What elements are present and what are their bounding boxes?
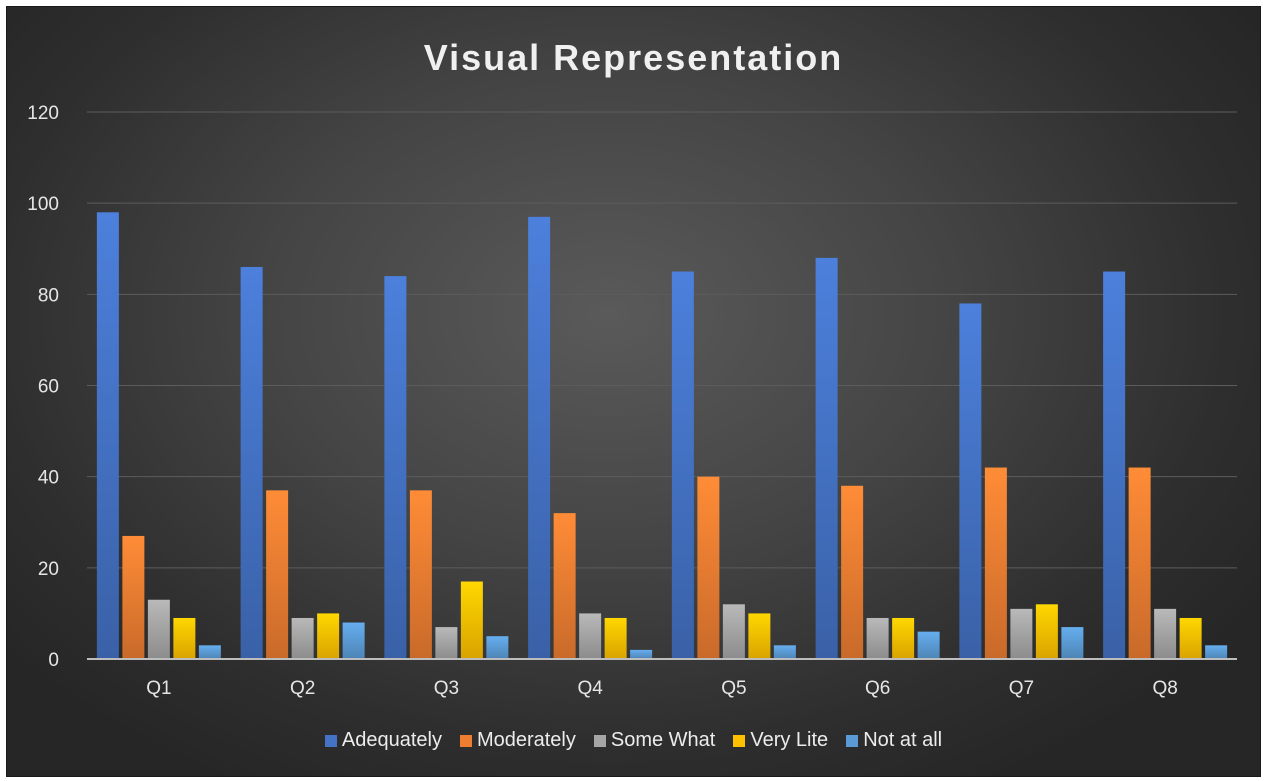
bar-q2-series-2 [266,490,289,659]
legend-label: Adequately [341,729,442,751]
bar-q2-series-5 [342,622,365,659]
bar-q1-series-2 [122,535,145,659]
bar-q7-series-1 [959,303,982,659]
legend-item: Adequately [324,729,442,752]
legend-label: Moderately [476,729,576,751]
bar-q8-series-4 [1179,617,1202,659]
bar-q1-series-1 [96,212,119,660]
bar-q1-series-4 [173,617,196,659]
bar-q5-series-5 [773,645,796,659]
legend-label: Not at all [863,729,943,751]
legend-item: Not at all [846,729,942,752]
bar-q5-series-1 [671,271,694,659]
x-tick-label: Q7 [1009,678,1034,699]
y-tick-label: 20 [38,559,59,580]
bar-q8-series-3 [1154,608,1177,659]
legend-item: Moderately [459,729,576,752]
bar-q4-series-1 [528,216,551,659]
bar-q5-series-3 [722,604,745,659]
bar-q3-series-3 [435,627,458,659]
bar-q7-series-4 [1035,604,1058,659]
bar-q4-series-4 [604,617,627,659]
chart-area: Visual Representation 0 20 40 60 80 100 120 Q1… [6,6,1261,777]
legend-swatch [593,734,606,747]
bar-q6-series-1 [815,257,838,659]
bar-q3-series-2 [409,490,432,659]
y-tick-label: 60 [38,377,59,398]
legend-label: Very Lite [750,729,829,751]
chart-legend: Adequately Moderately Some What Very Lite No… [7,729,1260,752]
x-tick-label: Q6 [865,678,890,699]
bar-q2-series-1 [240,266,263,659]
bar-q1-series-3 [147,599,170,659]
y-tick-label: 80 [38,285,59,306]
bar-q6-series-2 [841,485,864,659]
bar-q6-series-4 [892,617,915,659]
bar-q5-series-2 [697,476,720,659]
legend-swatch [324,734,337,747]
y-tick-label: 40 [38,468,59,489]
legend-swatch [733,734,746,747]
bar-q7-series-5 [1061,627,1084,659]
chart-title: Visual Representation [423,37,844,78]
bar-q8-series-2 [1128,467,1151,659]
x-tick-label: Q2 [290,678,315,699]
bar-q5-series-4 [748,613,771,659]
bar-q7-series-2 [984,467,1007,659]
bar-q4-series-5 [630,649,653,659]
legend-swatch [846,734,859,747]
legend-item: Some What [593,729,716,752]
bar-q4-series-3 [579,613,602,659]
bar-q8-series-5 [1205,645,1228,659]
bar-q2-series-3 [291,617,314,659]
bar-q1-series-5 [198,645,221,659]
x-tick-label: Q4 [577,678,603,699]
x-tick-label: Q1 [146,678,171,699]
legend-label: Some What [610,729,716,751]
legend-swatch [459,734,472,747]
bar-q3-series-5 [486,636,509,659]
bar-q6-series-3 [866,617,889,659]
x-tick-label: Q8 [1152,678,1177,699]
legend-item: Very Lite [733,729,828,752]
bar-q7-series-3 [1010,608,1033,659]
bar-q8-series-1 [1103,271,1126,659]
bar-q4-series-2 [553,513,576,659]
x-tick-label: Q5 [721,678,746,699]
y-tick-label: 100 [27,194,59,215]
bar-q6-series-5 [917,631,940,659]
bar-q3-series-1 [384,276,407,659]
chart-plot: 0 20 40 60 80 100 120 Q1 Q2 Q3 Q4 Q5 Q6 Q7 Q8 [27,103,1237,699]
y-tick-label: 0 [48,650,59,671]
y-tick-label: 120 [27,103,59,124]
bar-q3-series-4 [460,581,483,659]
x-tick-label: Q3 [434,678,459,699]
bar-q2-series-4 [317,613,340,659]
